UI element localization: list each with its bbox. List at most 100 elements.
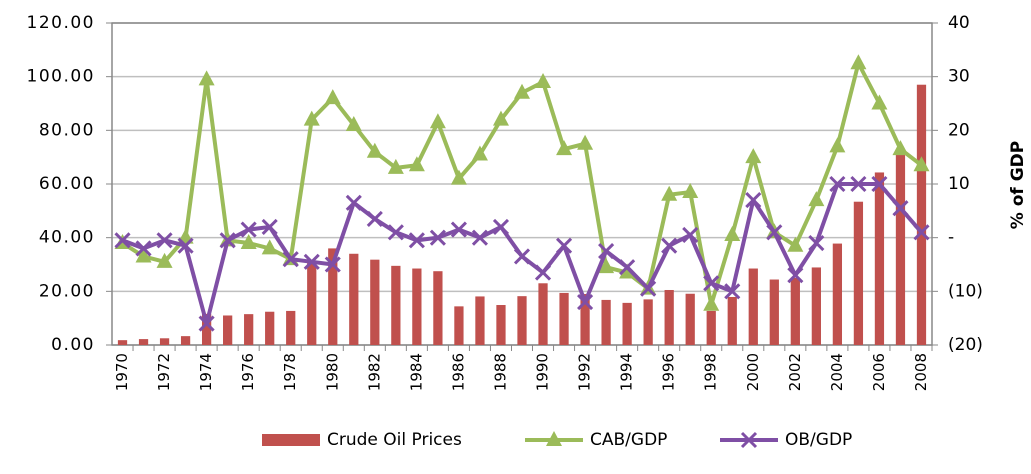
point [471, 145, 488, 161]
bar [454, 306, 464, 345]
bar [307, 261, 317, 345]
bar [328, 248, 338, 345]
x-tick-label: 2000 [744, 353, 762, 391]
y-tick-label: 60.00 [39, 174, 95, 194]
x-tick-label: 1998 [702, 353, 720, 391]
point [450, 221, 467, 238]
bar [517, 296, 527, 345]
point [219, 232, 236, 249]
point [850, 175, 867, 193]
point [324, 89, 341, 105]
bar [706, 310, 716, 345]
point [850, 54, 867, 70]
bar [748, 268, 758, 345]
point [303, 110, 320, 126]
y2-tick-label: (10) [948, 281, 983, 301]
y-tick-label: 120.00 [27, 13, 95, 33]
point [598, 258, 615, 274]
bar [811, 267, 821, 345]
point [892, 200, 909, 217]
point [619, 259, 636, 276]
point [513, 248, 531, 265]
point [913, 156, 930, 172]
point [787, 236, 804, 252]
point [724, 283, 741, 300]
point [555, 237, 573, 254]
point [619, 263, 636, 279]
bar [370, 259, 380, 345]
x-tick-label: 1974 [197, 353, 215, 391]
bar [265, 311, 275, 345]
bar [580, 294, 590, 345]
legend-label: Crude Oil Prices [327, 430, 462, 450]
x-tick-label: 1978 [281, 353, 299, 391]
point [408, 232, 425, 249]
point [913, 224, 930, 241]
bar [790, 277, 800, 345]
point [745, 148, 762, 164]
point [114, 232, 131, 249]
x-tick-label: 1988 [491, 353, 509, 391]
point [261, 218, 278, 235]
bar [286, 310, 296, 345]
point [703, 275, 720, 292]
point [261, 239, 278, 255]
point [577, 294, 594, 311]
bar [559, 292, 569, 345]
legend-marker [546, 431, 562, 446]
bar [201, 313, 212, 345]
bar [622, 302, 632, 345]
x-tick-label: 1976 [239, 353, 257, 391]
bar [664, 289, 674, 345]
point [471, 229, 489, 246]
bar [159, 338, 170, 345]
point [745, 192, 762, 209]
point [682, 183, 699, 199]
point [450, 169, 467, 185]
bar [916, 84, 927, 345]
point [240, 221, 257, 238]
point [177, 237, 194, 254]
bar [538, 283, 548, 345]
point [703, 295, 720, 311]
point [534, 264, 552, 281]
point [808, 234, 825, 252]
point [787, 267, 804, 284]
bar [643, 299, 653, 345]
point [535, 73, 552, 89]
y2-tick-label: (20) [948, 335, 983, 355]
x-tick-label: 1992 [576, 353, 594, 391]
point [724, 225, 741, 241]
bar [475, 296, 485, 345]
point [766, 224, 783, 241]
legend-label: CAB/GDP [590, 430, 667, 450]
point [492, 110, 509, 126]
legend-label: OB/GDP [785, 430, 852, 450]
point [661, 237, 678, 254]
point [366, 210, 383, 227]
point [303, 253, 320, 270]
point [387, 224, 404, 241]
point [345, 194, 362, 211]
point [366, 142, 383, 158]
bar [391, 265, 401, 345]
legend-marker [740, 431, 758, 449]
point [598, 243, 615, 260]
legend-swatch [262, 434, 320, 446]
point [514, 83, 530, 99]
x-tick-label: 1984 [407, 353, 425, 391]
bar [874, 172, 885, 345]
bar [895, 154, 906, 345]
y2-tick-label: 20 [948, 120, 970, 140]
point [324, 256, 341, 273]
point [577, 134, 594, 150]
point [829, 137, 846, 153]
bar [223, 315, 233, 345]
y-tick-label: 80.00 [39, 120, 95, 140]
point [892, 140, 909, 156]
point [156, 252, 173, 268]
x-tick-label: 2006 [870, 353, 888, 391]
point [135, 240, 152, 257]
point [829, 175, 846, 193]
point [198, 70, 215, 86]
